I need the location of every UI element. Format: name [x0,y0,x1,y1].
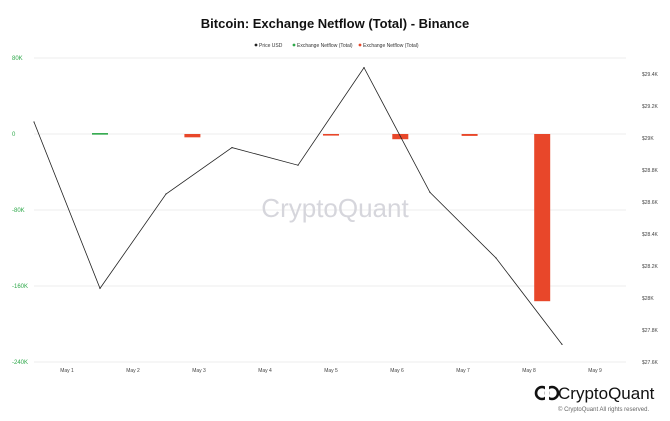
legend-swatch [254,43,258,47]
x-tick-label: May 7 [456,368,470,374]
right-axis: $29.4K $29.2K $29K $28.8K $28.6K $28.4K $28.2K… [642,72,659,366]
right-tick-label: $29K [642,136,654,142]
price-point [33,121,35,123]
netflow-bar [184,134,201,138]
right-tick-label: $28.4K [642,232,659,238]
price-line-group [33,66,563,345]
x-tick-label: May 6 [390,368,404,374]
left-tick-label: 80K [12,56,23,62]
right-tick-label: $27.8K [642,328,659,334]
x-tick-label: May 4 [258,368,272,374]
left-tick-label: -240K [12,360,28,366]
price-point [165,193,167,195]
right-tick-label: $27.6K [642,360,659,366]
x-tick-label: May 9 [588,368,602,374]
price-point [495,257,497,259]
price-point [363,67,365,69]
left-axis: 80K 0 -80K -160K -240K [12,56,28,366]
right-tick-label: $28.2K [642,264,659,270]
legend-swatch [292,43,296,47]
netflow-bar [323,134,339,136]
chart-title: Bitcoin: Exchange Netflow (Total) - Bina… [201,16,469,31]
right-tick-label: $28.8K [642,168,659,174]
right-tick-label: $29.4K [642,72,659,78]
left-tick-label: -80K [12,208,25,214]
right-tick-label: $28K [642,296,654,302]
netflow-bar [461,134,478,136]
x-axis: May 1 May 2 May 3 May 4 May 5 May 6 May 7 May 8… [60,368,602,374]
x-tick-label: May 5 [324,368,338,374]
footer-copyright: © CryptoQuant All rights reserved. [558,406,649,413]
price-point [297,164,299,166]
watermark-text: CryptoQuant [261,193,409,223]
left-tick-label: -160K [12,284,28,290]
x-tick-label: May 8 [522,368,536,374]
right-tick-label: $28.6K [642,200,659,206]
legend-label: Exchange Netflow (Total) [297,43,353,49]
price-point [231,147,233,149]
netflow-bar [534,134,551,302]
x-tick-label: May 2 [126,368,140,374]
legend-label: Price USD [259,43,283,49]
left-tick-label: 0 [12,132,16,138]
price-point [99,287,101,289]
price-point [429,191,431,193]
legend-swatch [358,43,362,47]
right-tick-label: $29.2K [642,104,659,110]
netflow-bar [92,133,108,135]
cryptoquant-logo-icon [534,385,560,401]
footer-brand: CryptoQuant © CryptoQuant All rights res… [534,384,655,413]
price-point [561,343,563,345]
x-tick-label: May 1 [60,368,74,374]
legend: Price USD Exchange Netflow (Total) Exchang… [254,43,419,49]
footer-brand-text: CryptoQuant [558,384,655,403]
x-tick-label: May 3 [192,368,206,374]
legend-label: Exchange Netflow (Total) [363,43,419,49]
